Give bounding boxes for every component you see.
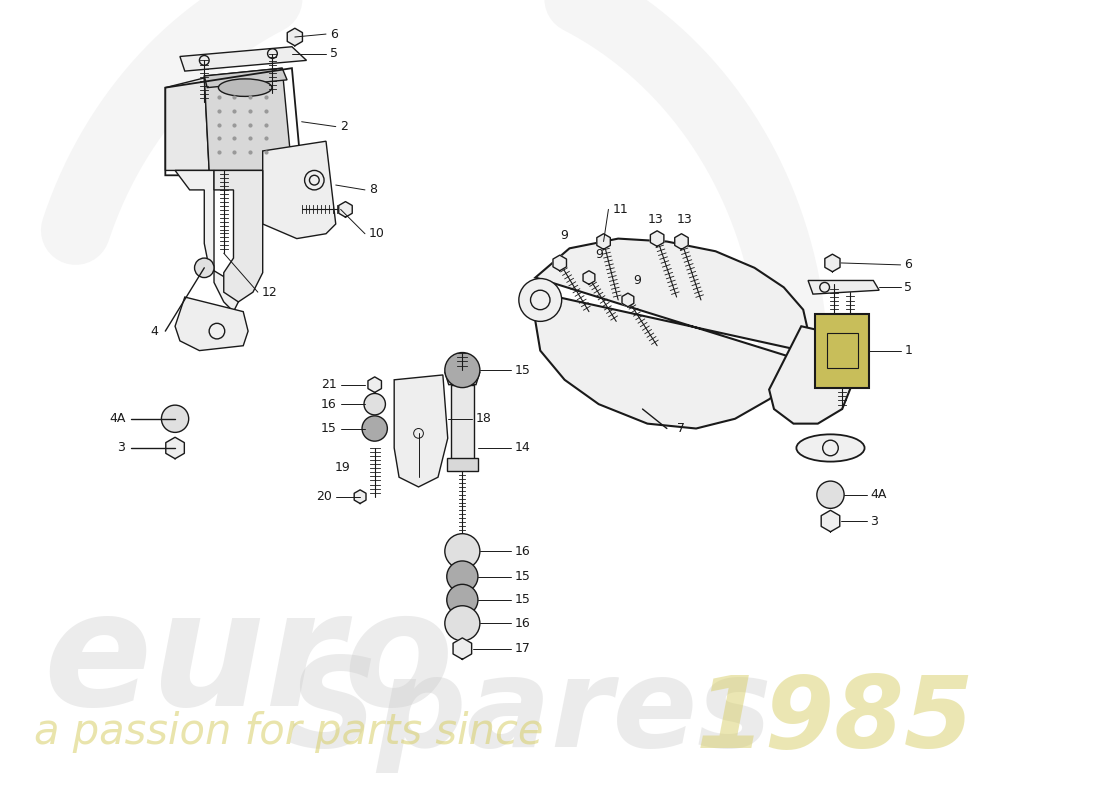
Polygon shape [825,254,840,272]
Polygon shape [621,293,634,306]
Polygon shape [354,490,366,503]
Text: euro: euro [44,584,454,739]
Text: 16: 16 [515,545,530,558]
Polygon shape [674,234,689,250]
Text: 15: 15 [515,570,531,583]
Circle shape [447,561,477,592]
Text: 14: 14 [515,442,530,454]
Text: 2: 2 [340,120,348,133]
Text: 20: 20 [316,490,332,503]
Circle shape [444,534,480,569]
Ellipse shape [219,79,272,97]
Text: 13: 13 [647,213,663,226]
Text: 9: 9 [634,274,641,287]
Text: 8: 8 [368,183,377,197]
Polygon shape [453,638,472,659]
Text: 16: 16 [321,398,337,410]
Text: 21: 21 [321,378,337,391]
Circle shape [444,353,480,388]
Polygon shape [165,78,209,170]
Polygon shape [339,202,352,217]
Text: 1: 1 [904,344,912,357]
Circle shape [455,593,470,607]
Polygon shape [553,255,566,270]
Circle shape [455,617,469,630]
Polygon shape [822,510,839,532]
Polygon shape [769,326,851,424]
Text: 15: 15 [515,594,531,606]
Text: 15: 15 [321,422,337,435]
Circle shape [447,584,477,615]
Circle shape [825,490,836,500]
Circle shape [195,258,214,278]
Text: 10: 10 [368,227,385,240]
Text: 1985: 1985 [696,672,975,769]
Text: a passion for parts since: a passion for parts since [34,711,543,753]
Text: 4: 4 [151,325,158,338]
Polygon shape [263,142,336,238]
Circle shape [364,394,385,415]
Polygon shape [205,68,287,88]
Polygon shape [597,234,611,250]
Circle shape [454,362,470,378]
Polygon shape [650,231,664,246]
Circle shape [209,323,224,339]
Text: 19: 19 [334,461,351,474]
Circle shape [519,278,562,322]
Polygon shape [166,438,185,458]
Polygon shape [368,377,382,393]
Polygon shape [815,314,869,388]
Bar [447,458,477,471]
Circle shape [455,570,470,583]
Polygon shape [287,28,303,46]
Polygon shape [536,238,808,429]
Text: 17: 17 [515,642,531,655]
Text: 11: 11 [613,203,628,216]
Text: 18: 18 [476,412,492,426]
Text: 13: 13 [676,213,692,226]
Text: 3: 3 [118,442,125,454]
Circle shape [368,423,381,434]
Polygon shape [808,281,879,294]
Text: 9: 9 [595,248,603,261]
Polygon shape [205,68,292,170]
Circle shape [817,481,844,508]
Circle shape [169,414,180,424]
Text: 6: 6 [904,258,912,271]
Text: 6: 6 [330,27,338,41]
Text: 4A: 4A [109,412,125,426]
Text: 12: 12 [262,286,277,298]
Polygon shape [175,170,239,312]
Circle shape [362,416,387,441]
Polygon shape [180,46,307,71]
Text: 4A: 4A [870,488,887,502]
Text: Spares: Spares [287,653,772,774]
Text: 9: 9 [561,229,569,242]
Text: 16: 16 [515,617,530,630]
Polygon shape [175,297,249,350]
Text: 7: 7 [676,422,684,435]
Polygon shape [394,375,448,487]
Circle shape [444,606,480,641]
Text: 3: 3 [870,514,878,527]
Polygon shape [583,270,595,284]
Text: 15: 15 [515,363,531,377]
Circle shape [200,264,208,271]
Circle shape [371,400,378,408]
Ellipse shape [796,434,865,462]
Bar [451,385,474,462]
Circle shape [162,405,189,433]
Circle shape [455,545,469,558]
Text: 5: 5 [904,281,913,294]
Text: 5: 5 [330,47,338,60]
Polygon shape [444,372,480,385]
Polygon shape [214,170,263,302]
